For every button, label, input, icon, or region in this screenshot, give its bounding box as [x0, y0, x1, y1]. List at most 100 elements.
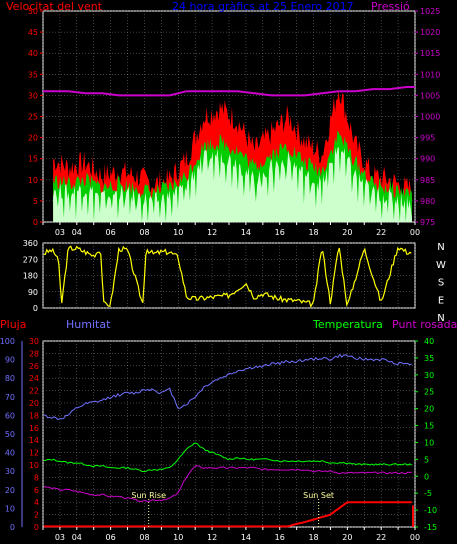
- direction-y-tick-label: 90: [28, 288, 38, 297]
- humidity-y-tick-label: 40: [5, 449, 15, 458]
- pressure-y-tick-label: 1005: [420, 91, 440, 100]
- pressure-y-tick-label: 975: [420, 218, 435, 227]
- temperature-y-tick-label: -5: [424, 489, 432, 498]
- x-tick-label: 03: [55, 533, 65, 542]
- x-tick-label: 08: [139, 228, 149, 237]
- wind-pressure-panel: 0510152025303540455097598098599099510001…: [28, 7, 441, 237]
- pressure-y-tick-label: 995: [420, 134, 435, 143]
- humidity-y-tick-label: 90: [5, 356, 15, 365]
- temperature-y-tick-label: 20: [424, 405, 434, 414]
- direction-y-tick-label: 270: [23, 255, 38, 264]
- pressure-y-tick-label: 1000: [420, 113, 440, 122]
- temperature-y-tick-label: -10: [424, 506, 437, 515]
- rain-y-tick-label: 20: [29, 399, 39, 408]
- temperature-y-tick-label: 0: [424, 472, 429, 481]
- x-tick-label: 14: [241, 228, 251, 237]
- temperature-y-tick-label: 15: [424, 422, 434, 431]
- wind-y-tick-label: 15: [28, 155, 38, 164]
- x-tick-label: 00: [410, 533, 420, 542]
- direction-y-tick-label: 0: [33, 304, 38, 313]
- rain-y-tick-label: 26: [29, 362, 39, 371]
- x-tick-label: 22: [376, 228, 386, 237]
- rain-y-tick-label: 18: [29, 411, 39, 420]
- pressure-y-tick-label: 1010: [420, 70, 440, 79]
- temperature-label: Temperatura: [313, 318, 383, 331]
- wind-speed-label: Velocitat del vent: [6, 0, 103, 13]
- rain-humidity-temp-panel: 0102030405060708090100024681012141618202…: [0, 337, 437, 542]
- pressure-y-tick-label: 980: [420, 197, 435, 206]
- rain-y-tick-label: 2: [34, 511, 39, 520]
- x-tick-label: 10: [173, 228, 183, 237]
- wind-y-tick-label: 45: [28, 28, 38, 37]
- compass-label: N: [437, 242, 444, 253]
- humidity-y-tick-label: 10: [5, 504, 15, 513]
- rain-line: [43, 501, 412, 528]
- rain-y-tick-label: 0: [34, 523, 39, 532]
- humidity-y-tick-label: 30: [5, 467, 15, 476]
- x-tick-label: 12: [207, 533, 217, 542]
- humidity-y-tick-label: 60: [5, 411, 15, 420]
- humidity-y-tick-label: 50: [5, 430, 15, 439]
- wind-y-tick-label: 10: [28, 176, 38, 185]
- direction-y-tick-label: 180: [23, 272, 38, 281]
- rain-y-tick-label: 6: [34, 486, 39, 495]
- temperature-y-tick-label: 25: [424, 388, 434, 397]
- wind-y-tick-label: 20: [28, 134, 38, 143]
- rain-y-tick-label: 28: [29, 349, 39, 358]
- temperature-y-tick-label: 35: [424, 354, 434, 363]
- humidity-y-tick-label: 70: [5, 393, 15, 402]
- x-tick-label: 18: [308, 228, 318, 237]
- x-tick-label: 04: [72, 533, 82, 542]
- wind-y-tick-label: 50: [28, 7, 38, 16]
- compass-label: N: [437, 313, 444, 324]
- x-tick-label: 16: [275, 533, 285, 542]
- rain-y-tick-label: 14: [29, 436, 39, 445]
- wind-avg-area: [53, 146, 412, 222]
- dewpoint-line: [43, 465, 412, 503]
- x-tick-label: 03: [55, 228, 65, 237]
- pressure-label: Pressió: [371, 0, 410, 13]
- x-tick-label: 10: [173, 533, 183, 542]
- wind-direction-line: [43, 245, 412, 308]
- rain-y-tick-label: 30: [29, 337, 39, 346]
- rain-y-tick-label: 8: [34, 473, 39, 482]
- wind-y-tick-label: 30: [28, 91, 38, 100]
- rain-y-tick-label: 22: [29, 387, 39, 396]
- temperature-y-tick-label: -15: [424, 523, 437, 532]
- humidity-y-tick-label: 20: [5, 486, 15, 495]
- x-tick-label: 16: [275, 228, 285, 237]
- rain-y-tick-label: 10: [29, 461, 39, 470]
- temperature-y-tick-label: 5: [424, 455, 429, 464]
- pressure-line: [43, 86, 415, 97]
- humidity-y-tick-label: 80: [5, 374, 15, 383]
- x-tick-label: 08: [139, 533, 149, 542]
- compass-label: S: [438, 278, 444, 289]
- x-tick-label: 12: [207, 228, 217, 237]
- x-tick-label: 22: [376, 533, 386, 542]
- pressure-y-tick-label: 1025: [420, 7, 440, 16]
- rain-y-tick-label: 12: [29, 449, 39, 458]
- humidity-line: [43, 353, 413, 421]
- x-tick-label: 14: [241, 533, 251, 542]
- x-tick-label: 04: [72, 228, 82, 237]
- compass-label: E: [438, 295, 444, 306]
- wind-y-tick-label: 25: [28, 113, 38, 122]
- humidity-label: Humitat: [66, 318, 111, 331]
- temperature-y-tick-label: 40: [424, 337, 434, 346]
- wind-y-tick-label: 5: [33, 197, 38, 206]
- rain-label: Pluja: [0, 318, 27, 331]
- x-tick-label: 18: [308, 533, 318, 542]
- rain-y-tick-label: 24: [29, 374, 39, 383]
- x-tick-label: 06: [106, 228, 116, 237]
- wind-y-tick-label: 0: [33, 218, 38, 227]
- sunset-label: Sun Set: [303, 491, 334, 500]
- pressure-y-tick-label: 990: [420, 155, 435, 164]
- x-tick-label: 06: [106, 533, 116, 542]
- dewpoint-label: Punt rosada: [392, 318, 457, 331]
- direction-y-tick-label: 360: [23, 239, 38, 248]
- chart-title: 24 hora gràfics at 25 Enero 2017: [172, 0, 354, 13]
- temperature-line: [43, 442, 413, 473]
- wind-y-tick-label: 40: [28, 49, 38, 58]
